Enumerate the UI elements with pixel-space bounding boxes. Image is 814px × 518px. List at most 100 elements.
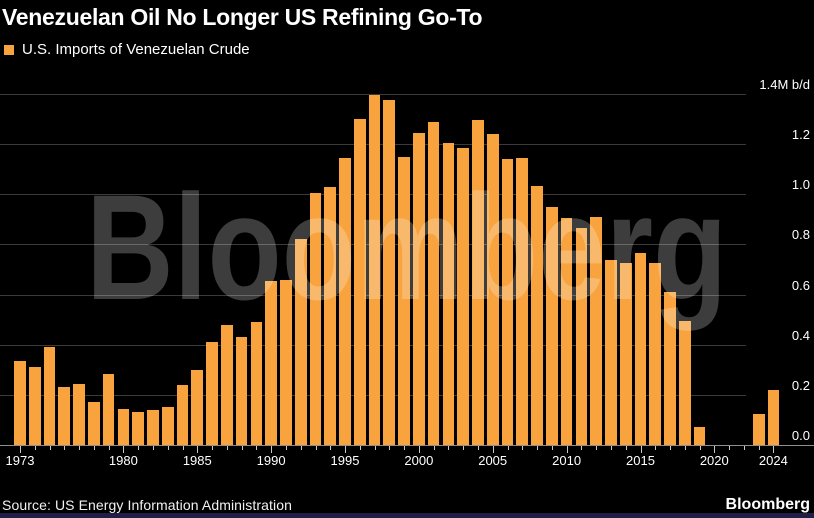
x-tick-2008 xyxy=(537,446,539,450)
x-tick-2010 xyxy=(566,446,568,453)
bar-1976 xyxy=(58,387,71,445)
x-tick-2021 xyxy=(729,446,731,450)
x-axis-label-2015: 2015 xyxy=(626,453,655,468)
x-axis-label-2024: 2024 xyxy=(758,453,788,468)
bar-1981 xyxy=(132,412,145,445)
x-tick-2009 xyxy=(551,446,553,450)
x-tick-2016 xyxy=(655,446,657,450)
bar-2005 xyxy=(486,134,499,445)
chart-title: Venezuelan Oil No Longer US Refining Go-… xyxy=(2,4,483,30)
x-tick-1987 xyxy=(226,446,228,450)
y-axis-label-0.8: 0.8 xyxy=(791,227,810,243)
x-tick-1991 xyxy=(285,446,287,450)
x-tick-2024 xyxy=(773,446,775,453)
bar-2018 xyxy=(678,320,691,445)
bar-1994 xyxy=(324,186,337,445)
x-tick-2013 xyxy=(610,446,612,450)
bar-2000 xyxy=(413,132,425,445)
legend: U.S. Imports of Venezuelan Crude xyxy=(4,41,250,58)
x-tick-2022 xyxy=(743,446,745,450)
bar-1997 xyxy=(368,95,381,445)
bar-2009 xyxy=(545,206,558,445)
bar-2023 xyxy=(752,413,765,445)
bar-1983 xyxy=(161,407,174,445)
x-tick-1978 xyxy=(93,446,95,450)
x-axis-line xyxy=(0,445,814,446)
x-axis-label-1980: 1980 xyxy=(108,453,138,468)
bar-2008 xyxy=(531,185,543,445)
bar-2001 xyxy=(427,121,440,445)
x-tick-2020 xyxy=(714,446,716,453)
bar-2003 xyxy=(457,147,470,445)
x-axis-label-1990: 1990 xyxy=(256,453,286,468)
x-axis-label-2010: 2010 xyxy=(552,453,582,468)
source-note: Source: US Energy Information Administra… xyxy=(2,497,292,513)
bar-1986 xyxy=(206,342,218,445)
x-tick-2018 xyxy=(684,446,686,450)
x-tick-1995 xyxy=(345,446,346,453)
x-tick-2007 xyxy=(522,446,524,450)
x-tick-2014 xyxy=(625,446,627,450)
x-tick-2019 xyxy=(699,446,701,450)
bar-2013 xyxy=(605,259,617,445)
x-tick-1997 xyxy=(374,446,376,450)
bar-1998 xyxy=(383,100,396,445)
gridline-1.4M b/d xyxy=(0,94,746,95)
bar-1985 xyxy=(191,369,204,445)
bar-2011 xyxy=(575,228,588,445)
legend-swatch-icon xyxy=(4,44,14,55)
x-tick-1996 xyxy=(359,446,361,450)
x-tick-1983 xyxy=(167,446,169,450)
x-tick-1984 xyxy=(182,446,184,450)
x-tick-1998 xyxy=(389,446,391,450)
bar-2014 xyxy=(619,263,632,445)
bar-1988 xyxy=(235,337,248,445)
x-tick-1980 xyxy=(123,446,125,453)
x-tick-2023 xyxy=(758,446,760,450)
x-tick-2001 xyxy=(433,446,435,450)
x-tick-2017 xyxy=(670,446,671,450)
bar-1991 xyxy=(280,279,292,445)
x-tick-2015 xyxy=(640,446,642,453)
bar-1979 xyxy=(102,373,115,445)
bar-1992 xyxy=(294,239,307,445)
bar-1978 xyxy=(88,402,100,445)
bar-1973 xyxy=(14,361,26,445)
x-tick-1986 xyxy=(212,446,213,450)
bar-2015 xyxy=(634,253,647,445)
bar-1993 xyxy=(309,193,322,445)
x-tick-1988 xyxy=(241,446,243,450)
bar-2007 xyxy=(516,157,529,445)
bloomberg-logo: Bloomberg xyxy=(725,496,810,513)
x-tick-2012 xyxy=(596,446,598,450)
bar-2006 xyxy=(501,159,514,445)
x-axis-label-1995: 1995 xyxy=(330,453,360,468)
y-axis-label-1.4: 1.4M b/d xyxy=(759,77,810,92)
bar-1995 xyxy=(339,157,351,445)
x-tick-1993 xyxy=(315,446,317,450)
y-axis-label-0: 0.0 xyxy=(791,428,810,443)
bar-2016 xyxy=(649,263,662,445)
bar-1999 xyxy=(398,156,410,445)
bar-2017 xyxy=(664,292,676,445)
x-tick-2004 xyxy=(478,446,479,450)
bar-1989 xyxy=(250,322,263,445)
x-tick-1999 xyxy=(404,446,406,450)
x-tick-1981 xyxy=(138,446,140,450)
bar-1987 xyxy=(220,324,233,445)
x-tick-1977 xyxy=(79,446,81,450)
bar-1990 xyxy=(265,280,277,445)
legend-label: U.S. Imports of Venezuelan Crude xyxy=(22,41,250,58)
bar-2012 xyxy=(590,216,602,445)
bar-1984 xyxy=(176,384,189,445)
bar-1975 xyxy=(43,347,56,445)
bar-2019 xyxy=(693,427,706,445)
x-tick-1975 xyxy=(49,446,51,450)
x-tick-2002 xyxy=(448,446,450,450)
bar-2024 xyxy=(767,389,780,445)
x-tick-1974 xyxy=(34,446,36,450)
x-tick-1989 xyxy=(256,446,258,450)
bar-2002 xyxy=(442,142,455,445)
bar-2010 xyxy=(560,218,573,445)
